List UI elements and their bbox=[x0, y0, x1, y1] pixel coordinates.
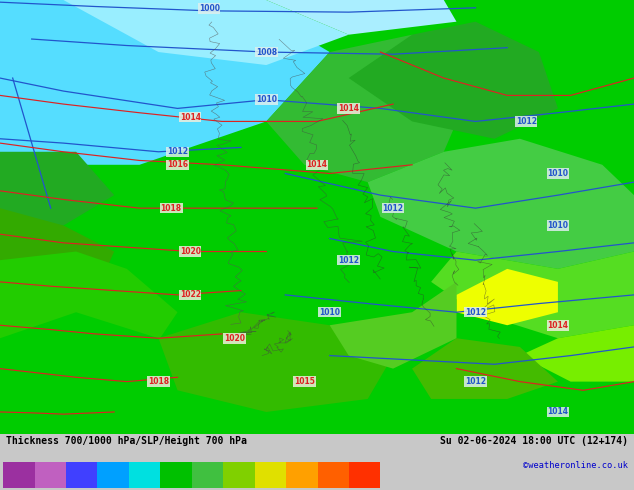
Text: 1008: 1008 bbox=[256, 48, 277, 56]
Bar bbox=[349, 462, 380, 488]
Polygon shape bbox=[0, 312, 190, 434]
Bar bbox=[318, 462, 349, 488]
Polygon shape bbox=[330, 282, 456, 368]
Text: 1014: 1014 bbox=[306, 160, 328, 169]
Text: 1014: 1014 bbox=[338, 104, 359, 113]
Polygon shape bbox=[0, 251, 178, 382]
Bar bbox=[286, 462, 318, 488]
Bar bbox=[129, 462, 160, 488]
Polygon shape bbox=[0, 0, 634, 434]
Text: ©weatheronline.co.uk: ©weatheronline.co.uk bbox=[522, 461, 628, 470]
Polygon shape bbox=[63, 0, 349, 65]
Bar bbox=[191, 462, 223, 488]
Polygon shape bbox=[368, 139, 634, 269]
Text: Thickness 700/1000 hPa/SLP/Height 700 hPa: Thickness 700/1000 hPa/SLP/Height 700 hP… bbox=[6, 437, 247, 446]
Text: 1012: 1012 bbox=[167, 147, 188, 156]
Polygon shape bbox=[0, 152, 114, 225]
Text: 1012: 1012 bbox=[382, 204, 404, 213]
Text: 1012: 1012 bbox=[338, 256, 359, 265]
Polygon shape bbox=[349, 22, 558, 139]
Bar bbox=[255, 462, 286, 488]
Text: Su 02-06-2024 18:00 UTC (12+174): Su 02-06-2024 18:00 UTC (12+174) bbox=[439, 437, 628, 446]
Polygon shape bbox=[412, 338, 558, 399]
Text: 1018: 1018 bbox=[148, 377, 169, 386]
Polygon shape bbox=[158, 312, 393, 412]
Bar bbox=[98, 462, 129, 488]
Polygon shape bbox=[431, 251, 634, 338]
Polygon shape bbox=[0, 208, 114, 304]
Polygon shape bbox=[266, 35, 476, 182]
Text: 1018: 1018 bbox=[160, 204, 182, 213]
Bar bbox=[66, 462, 98, 488]
Polygon shape bbox=[241, 0, 456, 35]
Text: 1015: 1015 bbox=[294, 377, 314, 386]
Polygon shape bbox=[520, 325, 634, 382]
Text: 1022: 1022 bbox=[179, 291, 201, 299]
Text: 1016: 1016 bbox=[167, 160, 188, 169]
Text: 1020: 1020 bbox=[224, 334, 245, 343]
Bar bbox=[35, 462, 66, 488]
Text: 1010: 1010 bbox=[547, 169, 569, 178]
Text: 1014: 1014 bbox=[547, 408, 569, 416]
Bar bbox=[223, 462, 255, 488]
Polygon shape bbox=[0, 0, 330, 165]
Text: 1020: 1020 bbox=[179, 247, 201, 256]
Polygon shape bbox=[456, 269, 558, 325]
Text: 1000: 1000 bbox=[198, 4, 220, 13]
Text: 1014: 1014 bbox=[547, 321, 569, 330]
Bar bbox=[3, 462, 35, 488]
Text: 1012: 1012 bbox=[465, 308, 486, 317]
Text: 1012: 1012 bbox=[515, 117, 537, 126]
Text: 1010: 1010 bbox=[319, 308, 340, 317]
Text: 1014: 1014 bbox=[179, 113, 201, 122]
Bar bbox=[160, 462, 191, 488]
Text: 1010: 1010 bbox=[547, 221, 569, 230]
Text: 1010: 1010 bbox=[256, 95, 277, 104]
Text: 1012: 1012 bbox=[465, 377, 486, 386]
